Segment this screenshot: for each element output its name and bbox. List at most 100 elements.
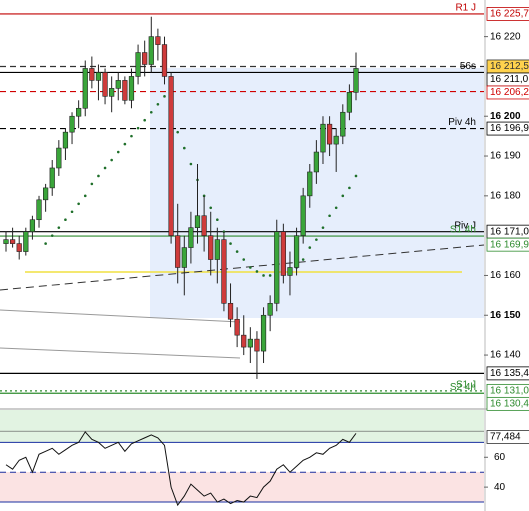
ma-dot — [110, 158, 113, 162]
ma-dot — [130, 134, 133, 138]
zone — [150, 68, 484, 318]
ma-dot — [242, 258, 246, 261]
candle-body — [201, 215, 207, 236]
candle-body — [234, 318, 240, 336]
y-tick-label: 16 200 — [490, 111, 521, 122]
level-label: 16 131,0 — [490, 386, 529, 397]
ma-dot — [123, 142, 127, 146]
y-tick-label: 16 220 — [490, 31, 521, 42]
ma-dot — [103, 166, 107, 170]
level-label: 16 212,5 — [490, 61, 529, 72]
y-tick-label: 40 — [494, 482, 506, 493]
level-label: 16 225,7 — [490, 9, 529, 20]
ma-dot — [136, 126, 140, 130]
candle-body — [56, 147, 62, 169]
candle-body — [320, 123, 326, 153]
candle-body — [353, 68, 359, 93]
level-label: 16 169,9 — [490, 239, 529, 250]
ma-dot — [315, 238, 318, 241]
candle-body — [95, 72, 102, 81]
level-label: 16 206,2 — [490, 87, 529, 98]
ma-dot — [156, 102, 160, 106]
ma-dot — [183, 146, 186, 150]
ma-dot — [328, 214, 331, 218]
ma-dot — [235, 250, 239, 253]
y-tick-label: 16 150 — [490, 310, 521, 321]
level-name: S2 4h — [450, 382, 476, 393]
level-label-box — [486, 121, 529, 136]
level-label-box — [486, 237, 529, 252]
level-name: 56s — [460, 61, 476, 72]
candle-body — [300, 195, 306, 236]
level-label-box — [486, 396, 529, 411]
ma-dot — [308, 246, 312, 249]
level-label: 16 211,0 — [490, 74, 529, 85]
ma-dot — [341, 194, 345, 198]
trend-line — [0, 244, 485, 291]
ma-dot — [348, 186, 351, 190]
candle-body — [36, 199, 42, 221]
ma-dot — [216, 218, 219, 222]
rsi-line — [5, 431, 357, 507]
ma-dot — [70, 210, 74, 214]
gray-line — [0, 347, 241, 359]
level-name: Piv J — [454, 220, 476, 231]
ma-dot — [189, 162, 193, 166]
level-label: 16 171,0 — [490, 226, 529, 237]
candle-body — [175, 235, 181, 268]
candle-body — [280, 231, 286, 276]
candle-body — [214, 239, 220, 260]
candle-body — [49, 167, 55, 189]
candle-body — [247, 338, 253, 348]
level-label-box — [486, 85, 529, 100]
y-tick-label: 16 180 — [490, 190, 521, 201]
candle-body — [287, 267, 293, 276]
candle-body — [29, 219, 36, 232]
candle-body — [241, 334, 247, 348]
ma-dot — [64, 218, 67, 222]
level-name: S1 4h — [450, 225, 476, 236]
current-label-box — [486, 430, 529, 444]
candle-body — [128, 76, 135, 101]
candle-body — [148, 36, 154, 65]
candle-body — [274, 231, 280, 304]
candle-body — [76, 107, 82, 117]
y-tick-label: 16 140 — [490, 350, 521, 361]
candle-body — [89, 68, 95, 81]
level-name: Piv 4h — [448, 117, 476, 128]
level-label: 16 196,9 — [490, 123, 529, 134]
ma-dot — [90, 182, 94, 186]
candle-body — [69, 115, 75, 133]
candle-body — [267, 303, 273, 316]
candle-body — [9, 239, 16, 244]
candle-body — [221, 239, 227, 304]
ma-dot — [143, 118, 146, 122]
candle-body — [62, 131, 69, 149]
candle-body — [3, 239, 9, 244]
candle-body — [254, 338, 260, 352]
level-label-box — [486, 366, 529, 381]
ma-dot — [83, 194, 87, 198]
candle-body — [188, 227, 194, 248]
rsi-band-high — [0, 410, 484, 442]
candle-body — [43, 187, 49, 201]
rsi-band-low — [0, 472, 484, 502]
ma-dot — [229, 242, 232, 245]
candle-body — [23, 231, 29, 252]
candle-body — [293, 235, 300, 268]
candle-body — [82, 68, 88, 109]
ma-dot — [209, 206, 213, 210]
candle-body — [142, 52, 148, 65]
y-tick-label: 16 160 — [490, 270, 521, 281]
candle-body — [155, 36, 161, 45]
ma-dot — [97, 174, 100, 178]
ma-dot — [301, 258, 305, 261]
candle-body — [340, 111, 346, 137]
candle-body — [307, 171, 313, 197]
candle-body — [227, 303, 234, 320]
candle-body — [161, 44, 168, 77]
ma-dot — [354, 174, 358, 178]
candle-body — [122, 80, 128, 101]
y-tick-label: 16 190 — [490, 151, 521, 162]
